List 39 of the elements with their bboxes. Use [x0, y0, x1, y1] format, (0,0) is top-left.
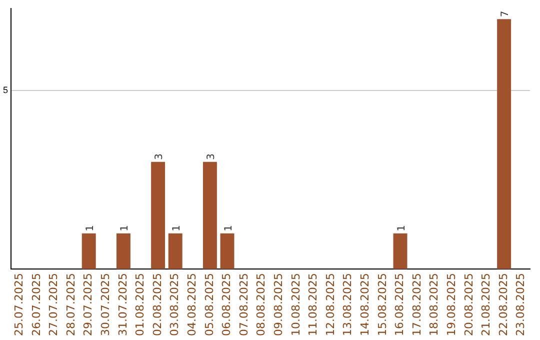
x-tick-label: 13.08.2025: [341, 273, 354, 336]
x-tick-label: 20.08.2025: [462, 273, 476, 336]
x-tick-label: 21.08.2025: [480, 273, 493, 336]
x-tick-label: 09.08.2025: [272, 273, 286, 336]
x-tick-label: 16.08.2025: [393, 273, 406, 336]
x-tick-label: 18.08.2025: [428, 273, 441, 336]
x-tick-label: 29.07.2025: [82, 273, 95, 336]
x-tick-label: 23.08.2025: [514, 273, 528, 336]
data-label: 1: [396, 224, 408, 232]
data-label: 1: [84, 224, 96, 232]
data-label: 1: [119, 224, 130, 232]
data-label: 7: [500, 10, 512, 18]
x-tick-label: 25.07.2025: [12, 273, 26, 336]
data-label: 3: [206, 154, 217, 160]
data-label: 3: [154, 154, 166, 160]
data-label: 1: [171, 224, 182, 232]
x-tick-label: 17.08.2025: [410, 273, 424, 336]
x-tick-label: 14.08.2025: [358, 273, 372, 336]
x-tick-label: 06.08.2025: [220, 273, 234, 336]
x-tick-label: 10.08.2025: [289, 273, 302, 336]
x-tick-label: 02.08.2025: [150, 273, 164, 336]
x-tick-label: 04.08.2025: [186, 273, 199, 336]
x-tick-label: 08.08.2025: [254, 273, 268, 336]
x-tick-label: 11.08.2025: [306, 273, 320, 336]
x-tick-label: 27.07.2025: [47, 273, 60, 336]
x-tick-label: 01.08.2025: [134, 273, 147, 336]
x-tick-label: 07.08.2025: [237, 273, 250, 336]
x-tick-label: 22.08.2025: [496, 273, 510, 336]
x-tick-label: 12.08.2025: [324, 273, 337, 336]
x-tick-label: 31.07.2025: [116, 273, 130, 336]
data-label: 1: [223, 224, 234, 232]
x-tick-label: 28.07.2025: [64, 273, 78, 336]
x-tick-label: 15.08.2025: [376, 273, 389, 336]
y-tick-label: 5: [2, 84, 8, 95]
x-tick-label: 30.07.2025: [99, 273, 112, 336]
x-tick-label: 05.08.2025: [202, 273, 216, 336]
x-tick-label: 26.07.2025: [30, 273, 43, 336]
x-tick-label: 19.08.2025: [445, 273, 458, 336]
x-tick-label: 03.08.2025: [168, 273, 182, 336]
